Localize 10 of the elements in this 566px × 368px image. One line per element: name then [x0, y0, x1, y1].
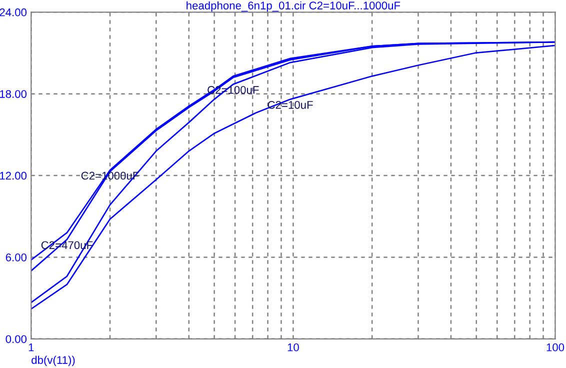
y-tick-label: 12.00	[0, 172, 27, 180]
x-tick-label: 100	[546, 343, 564, 352]
y-tick-label: 24.00	[0, 8, 27, 16]
y-tick-label: 0.00	[6, 335, 27, 344]
x-axis-title: db(v(11))	[32, 356, 75, 366]
x-tick-label: 10	[288, 343, 299, 352]
y-tick-label: 6.00	[6, 254, 27, 262]
y-tick-label: 18.00	[0, 90, 27, 98]
x-tick-label: 1	[28, 344, 34, 352]
chart-title: headphone_6n1p_01.cir C2=10uF...1000uF	[186, 1, 400, 12]
